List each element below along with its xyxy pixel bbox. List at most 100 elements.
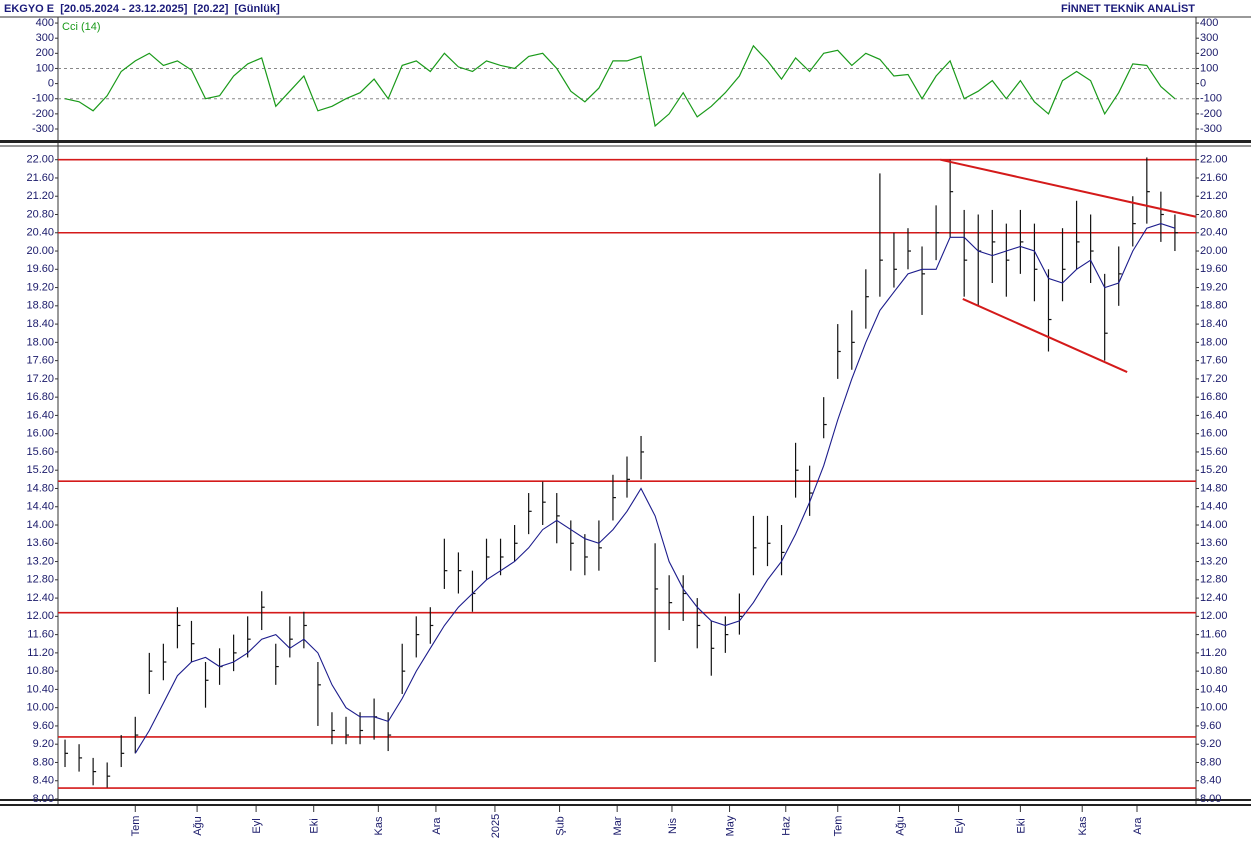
y-tick-label: -200 [1200,108,1222,120]
y-tick-label: 15.20 [1200,464,1228,476]
y-tick-label: 17.20 [26,373,54,385]
y-tick-label: 10.40 [1200,683,1228,695]
y-tick-label: 8.00 [33,793,54,805]
y-tick-label: 17.60 [1200,355,1228,367]
y-tick-label: 13.60 [26,537,54,549]
y-tick-label: 10.00 [1200,702,1228,714]
y-tick-label: 200 [1200,47,1218,59]
x-tick-label: Mar [612,816,624,835]
y-tick-label: 19.60 [26,263,54,275]
y-tick-label: -300 [32,123,54,135]
panel-separator [0,804,1251,806]
y-tick-label: 14.40 [1200,501,1228,513]
y-tick-label: 17.60 [26,355,54,367]
y-tick-label: 9.20 [33,738,54,750]
trend-line [962,298,1128,373]
y-tick-label: 300 [36,32,54,44]
trend-line [940,158,1197,218]
x-tick-label: 2025 [490,814,502,838]
y-tick-label: 300 [1200,32,1218,44]
x-tick-label: Eki [1015,818,1027,833]
y-tick-label: 8.40 [1200,775,1221,787]
y-tick-label: 10.80 [1200,665,1228,677]
indicator-line [64,44,1176,128]
y-tick-label: 8.80 [33,756,54,768]
y-tick-label: 14.00 [26,519,54,531]
y-tick-label: -100 [1200,93,1222,105]
y-tick-label: 19.20 [26,281,54,293]
y-tick-label: 400 [36,17,54,29]
y-tick-label: 13.20 [1200,555,1228,567]
y-tick-label: 100 [36,62,54,74]
y-tick-label: 14.40 [26,501,54,513]
y-tick-label: 13.20 [26,555,54,567]
y-tick-label: 0 [1200,78,1206,90]
y-tick-label: 21.20 [1200,190,1228,202]
y-tick-label: 18.00 [1200,336,1228,348]
y-tick-label: 14.80 [1200,482,1228,494]
x-tick-label: Ara [1132,817,1144,835]
y-tick-label: 18.00 [26,336,54,348]
y-tick-label: 8.80 [1200,756,1221,768]
x-tick-label: Haz [781,816,793,836]
y-tick-label: 10.00 [26,702,54,714]
y-tick-label: 12.00 [1200,610,1228,622]
y-tick-label: 11.60 [27,629,54,641]
y-tick-label: 21.20 [26,190,54,202]
y-tick-label: 15.60 [26,446,54,458]
y-tick-label: 15.60 [1200,446,1228,458]
y-tick-label: 15.20 [26,464,54,476]
y-tick-label: 21.60 [26,172,54,184]
y-tick-label: 20.40 [26,227,54,239]
y-tick-label: 22.00 [1200,154,1228,166]
y-tick-label: 8.00 [1200,793,1221,805]
y-tick-label: 200 [36,47,54,59]
y-tick-label: 20.00 [1200,245,1228,257]
y-tick-label: 11.20 [27,647,54,659]
y-tick-label: 20.40 [1200,227,1228,239]
x-tick-label: Ağu [894,816,906,836]
y-tick-label: 0 [48,78,54,90]
panel-separator [0,799,1251,801]
y-tick-label: 100 [1200,62,1218,74]
x-tick-label: Kas [373,816,385,835]
x-tick-label: Eyl [953,818,965,833]
y-tick-label: 12.40 [26,592,54,604]
x-tick-label: Tem [130,816,142,837]
x-tick-label: Eyl [251,818,263,833]
x-tick-label: May [724,815,736,836]
y-tick-label: 12.40 [1200,592,1228,604]
y-tick-label: 9.60 [33,720,54,732]
y-tick-label: 10.40 [26,683,54,695]
y-tick-label: 16.80 [26,391,54,403]
y-tick-label: 21.60 [1200,172,1228,184]
y-tick-label: 12.80 [1200,574,1228,586]
y-tick-label: 12.00 [26,610,54,622]
moving-average [134,223,1176,754]
y-tick-label: -200 [32,108,54,120]
y-tick-label: 400 [1200,17,1218,29]
y-tick-label: 22.00 [26,154,54,166]
y-tick-label: -300 [1200,123,1222,135]
y-tick-label: 18.40 [1200,318,1228,330]
x-tick-label: Şub [554,816,566,836]
y-tick-label: 16.00 [26,428,54,440]
y-tick-label: 18.80 [26,300,54,312]
y-tick-label: 19.20 [1200,281,1228,293]
y-tick-label: 14.00 [1200,519,1228,531]
y-tick-label: 17.20 [1200,373,1228,385]
y-tick-label: 10.80 [26,665,54,677]
y-tick-label: 20.80 [1200,208,1228,220]
y-tick-label: 13.60 [1200,537,1228,549]
indicator-title: Cci (14) [62,21,101,33]
y-tick-label: 9.60 [1200,720,1221,732]
x-tick-label: Tem [833,816,845,837]
y-tick-label: 16.00 [1200,428,1228,440]
y-tick-label: 9.20 [1200,738,1221,750]
header-right: FİNNET TEKNİK ANALİST [1061,2,1195,15]
y-tick-label: 18.40 [26,318,54,330]
y-tick-label: 16.80 [1200,391,1228,403]
y-tick-label: 20.80 [26,208,54,220]
